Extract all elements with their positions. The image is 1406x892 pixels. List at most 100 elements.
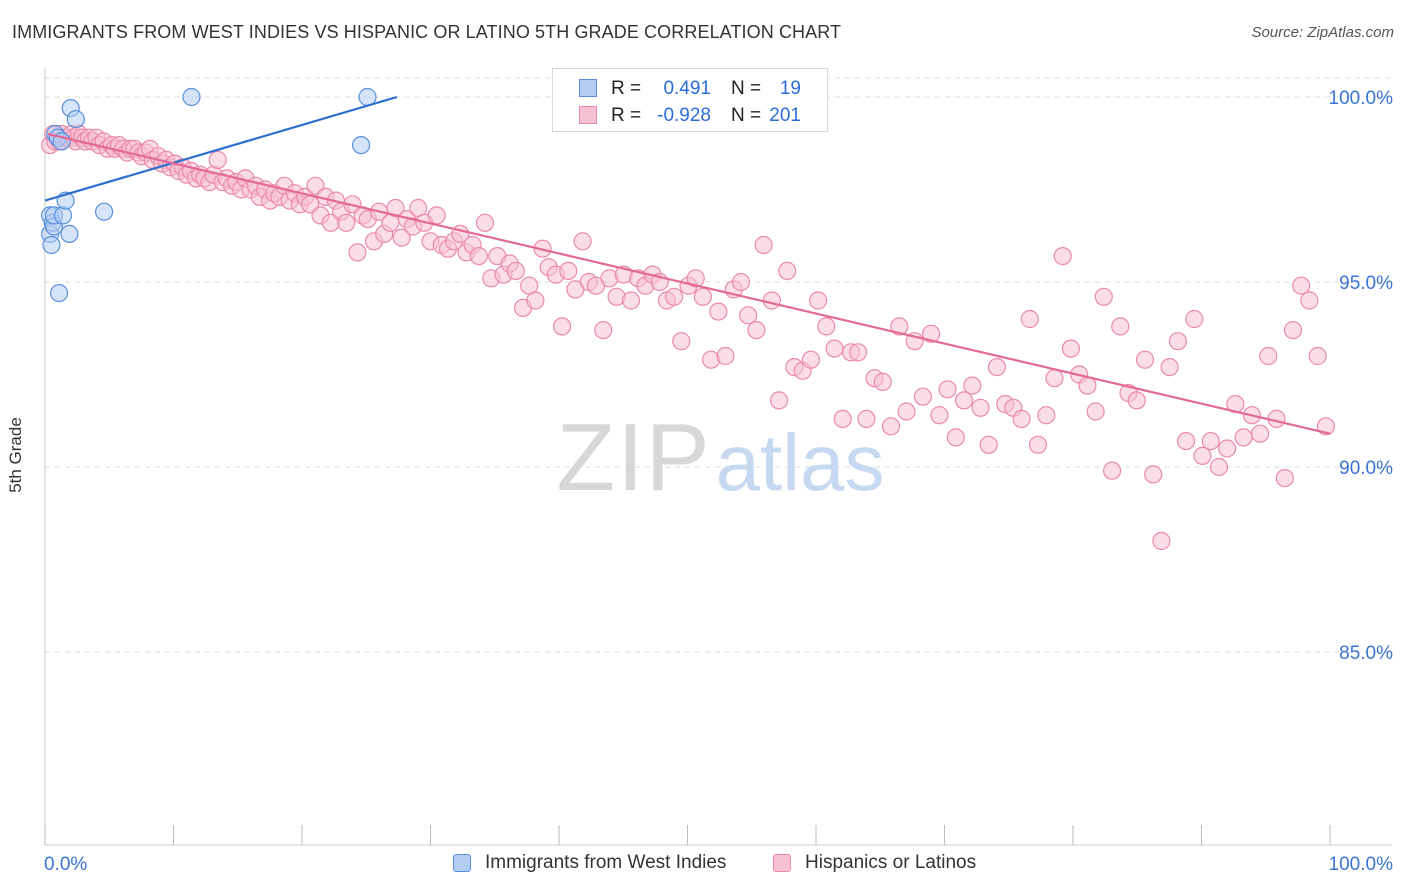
pink-point (1045, 369, 1064, 388)
pink-point (731, 272, 751, 292)
pink-point (921, 324, 941, 343)
stats-r-label-blue: R = (611, 78, 642, 99)
pink-point (552, 317, 572, 336)
axes (44, 68, 1392, 846)
blue-point (352, 136, 371, 155)
pink-point (1094, 287, 1113, 306)
pink-point (337, 213, 356, 232)
pink-point (739, 306, 758, 325)
pink-point (825, 339, 844, 358)
pink-point (881, 417, 901, 436)
stats-r-label-pink: R = (611, 105, 642, 126)
pink-point (1144, 465, 1163, 484)
pink-point (1078, 376, 1097, 395)
pink-point (1292, 276, 1311, 295)
pink-point (1012, 409, 1031, 428)
watermark-atlas: atlas (716, 418, 885, 507)
stats-n-value-blue: 19 (779, 78, 801, 99)
pink-point (469, 247, 488, 266)
pink-point (348, 243, 367, 262)
stats-row-pink: R = -0.928 N = 201 (553, 101, 827, 129)
pink-point (526, 291, 545, 310)
blue-point (60, 224, 79, 243)
pink-trend-line (47, 132, 1331, 435)
pink-point (1160, 358, 1179, 377)
pink-point (1234, 428, 1253, 447)
pink-point (747, 321, 766, 340)
pink-point (1102, 461, 1122, 480)
pink-point (208, 150, 227, 169)
blue-point (94, 202, 114, 221)
pink-point (1275, 469, 1294, 488)
pink-point (930, 406, 949, 425)
pink-point (594, 321, 613, 340)
pink-point (913, 387, 933, 406)
blue-point (53, 206, 73, 225)
pink-point (857, 409, 876, 428)
pink-point (1127, 391, 1146, 410)
stats-n-label-blue: N = (731, 78, 762, 99)
pink-point (1185, 309, 1204, 329)
stats-box: R = 0.491 N = 19 R = -0.928 N = 201 (552, 68, 828, 132)
pink-point (1111, 317, 1130, 336)
pink-point (392, 228, 411, 247)
pink-point (1250, 424, 1270, 443)
blue-points (40, 87, 377, 303)
pink-point (987, 358, 1007, 377)
legend-label-blue: Immigrants from West Indies (485, 852, 727, 873)
pink-point (1283, 321, 1303, 340)
pink-point (1053, 247, 1072, 266)
legend-swatch-pink (773, 854, 791, 872)
pink-point (621, 291, 641, 310)
x-tick-label-min: 0.0% (44, 854, 87, 875)
watermark: ZIP atlas (556, 404, 884, 511)
pink-point (890, 317, 909, 336)
blue-trend-line (44, 95, 398, 202)
trend-lines (44, 95, 1331, 435)
pink-point (1300, 291, 1319, 310)
pink-point (716, 346, 735, 366)
blue-point (66, 110, 85, 129)
pink-point (769, 391, 789, 410)
pink-point (754, 235, 773, 255)
pink-point (946, 428, 965, 447)
pink-point (873, 372, 892, 391)
pink-point (686, 269, 705, 288)
pink-point (1168, 332, 1188, 351)
pink-point (1135, 350, 1155, 369)
pink-point (762, 291, 781, 310)
stats-n-value-pink: 201 (769, 105, 801, 126)
pink-point (506, 261, 525, 280)
pink-point (963, 376, 982, 395)
pink-point (1028, 435, 1048, 454)
pink-point (664, 287, 684, 306)
pink-point (848, 343, 868, 362)
pink-point (801, 350, 821, 369)
gridlines (45, 77, 1392, 653)
y-tick-label: 95.0% (1339, 273, 1393, 294)
y-tick-label: 85.0% (1339, 643, 1393, 664)
watermark-zip: ZIP (556, 404, 711, 511)
pink-point (693, 287, 713, 306)
pink-point (1259, 346, 1278, 366)
legend-label-pink: Hispanics or Latinos (805, 852, 977, 873)
stats-swatch-blue (579, 79, 597, 97)
pink-points (40, 124, 1336, 551)
pink-point (672, 332, 691, 351)
pink-point (971, 398, 990, 417)
pink-point (833, 409, 852, 428)
pink-point (709, 302, 728, 321)
pink-point (1061, 339, 1081, 358)
pink-point (1152, 531, 1171, 551)
pink-point (1020, 309, 1039, 329)
pink-point (979, 435, 998, 454)
pink-point (427, 206, 446, 225)
pink-point (954, 391, 974, 410)
pink-point (1218, 439, 1237, 458)
pink-point (1086, 402, 1105, 421)
tick-labels: 100.0% 95.0% 90.0% 85.0% 0.0% 100.0% (44, 88, 1393, 875)
pink-point (1176, 432, 1196, 451)
pink-point (1316, 417, 1336, 436)
stats-n-label-pink: N = (731, 105, 762, 126)
